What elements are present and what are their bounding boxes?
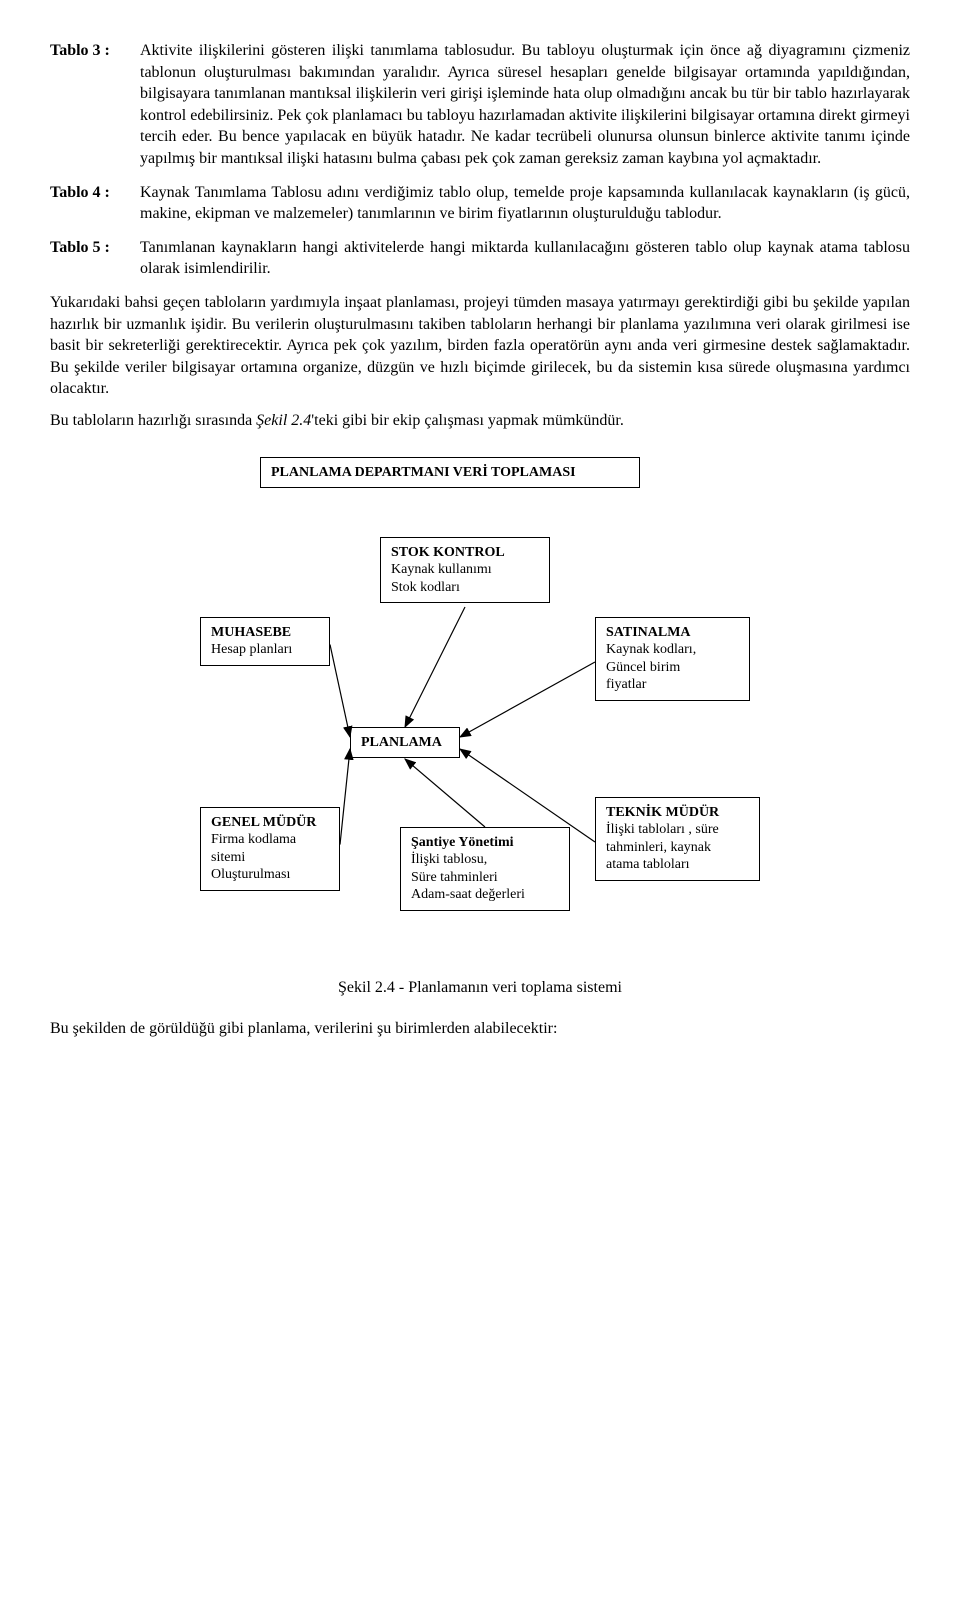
diagram-box-title: SATINALMA	[606, 624, 739, 642]
tablo5-entry: Tablo 5 : Tanımlanan kaynakların hangi a…	[50, 237, 910, 280]
para2-italic: Şekil 2.4	[256, 412, 311, 429]
diagram-box-line: atama tabloları	[606, 856, 749, 874]
diagram: PLANLAMA DEPARTMANI VERİ TOPLAMASI STOK K…	[200, 457, 760, 937]
diagram-box-line: Oluşturulması	[211, 866, 329, 884]
tablo3-text: Aktivite ilişkilerini gösteren ilişki ta…	[140, 40, 910, 170]
diagram-box-line: Güncel birim	[606, 659, 739, 677]
diagram-box-line: İlişki tablosu,	[411, 851, 559, 869]
diagram-box-line: Süre tahminleri	[411, 869, 559, 887]
paragraph-1: Yukarıdaki bahsi geçen tabloların yardım…	[50, 292, 910, 400]
diagram-box-header: PLANLAMA DEPARTMANI VERİ TOPLAMASI	[260, 457, 640, 489]
tablo3-label: Tablo 3 :	[50, 40, 140, 170]
paragraph-last: Bu şekilden de görüldüğü gibi planlama, …	[50, 1018, 910, 1040]
diagram-arrow	[405, 759, 485, 827]
diagram-box-line: İlişki tabloları , süre	[606, 821, 749, 839]
diagram-box-teknik: TEKNİK MÜDÜRİlişki tabloları , süretahmi…	[595, 797, 760, 881]
diagram-box-genel: GENEL MÜDÜRFirma kodlamasitemiOluşturulm…	[200, 807, 340, 891]
diagram-box-line: Kaynak kodları,	[606, 641, 739, 659]
tablo4-entry: Tablo 4 : Kaynak Tanımlama Tablosu adını…	[50, 182, 910, 225]
diagram-box-title: GENEL MÜDÜR	[211, 814, 329, 832]
figure-caption: Şekil 2.4 - Planlamanın veri toplama sis…	[50, 977, 910, 999]
tablo5-text: Tanımlanan kaynakların hangi aktiviteler…	[140, 237, 910, 280]
diagram-box-santiye: Şantiye Yönetimiİlişki tablosu,Süre tahm…	[400, 827, 570, 911]
diagram-box-line: Stok kodları	[391, 579, 539, 597]
diagram-box-line: Adam-saat değerleri	[411, 886, 559, 904]
diagram-box-line: Firma kodlama	[211, 831, 329, 849]
diagram-box-planlama: PLANLAMA	[350, 727, 460, 759]
diagram-arrow	[405, 607, 465, 727]
diagram-box-line: Hesap planları	[211, 641, 319, 659]
diagram-box-title: PLANLAMA DEPARTMANI VERİ TOPLAMASI	[271, 464, 629, 482]
diagram-arrow	[460, 662, 595, 737]
diagram-box-title: STOK KONTROL	[391, 544, 539, 562]
diagram-box-muhasebe: MUHASEBEHesap planları	[200, 617, 330, 666]
diagram-box-stok: STOK KONTROLKaynak kullanımıStok kodları	[380, 537, 550, 604]
diagram-box-title: MUHASEBE	[211, 624, 319, 642]
diagram-arrow	[330, 644, 350, 737]
diagram-arrow	[340, 749, 350, 845]
para2-b: 'teki gibi bir ekip çalışması yapmak müm…	[311, 412, 624, 429]
tablo4-text: Kaynak Tanımlama Tablosu adını verdiğimi…	[140, 182, 910, 225]
diagram-box-title: PLANLAMA	[361, 734, 449, 752]
diagram-box-line: Kaynak kullanımı	[391, 561, 539, 579]
tablo3-entry: Tablo 3 : Aktivite ilişkilerini gösteren…	[50, 40, 910, 170]
diagram-box-title: Şantiye Yönetimi	[411, 834, 559, 852]
para2-a: Bu tabloların hazırlığı sırasında	[50, 412, 256, 429]
diagram-box-line: fiyatlar	[606, 676, 739, 694]
tablo5-label: Tablo 5 :	[50, 237, 140, 280]
diagram-box-satin: SATINALMAKaynak kodları,Güncel birimfiya…	[595, 617, 750, 701]
tablo4-label: Tablo 4 :	[50, 182, 140, 225]
diagram-box-title: TEKNİK MÜDÜR	[606, 804, 749, 822]
paragraph-2: Bu tabloların hazırlığı sırasında Şekil …	[50, 410, 910, 432]
diagram-box-line: tahminleri, kaynak	[606, 839, 749, 857]
diagram-box-line: sitemi	[211, 849, 329, 867]
